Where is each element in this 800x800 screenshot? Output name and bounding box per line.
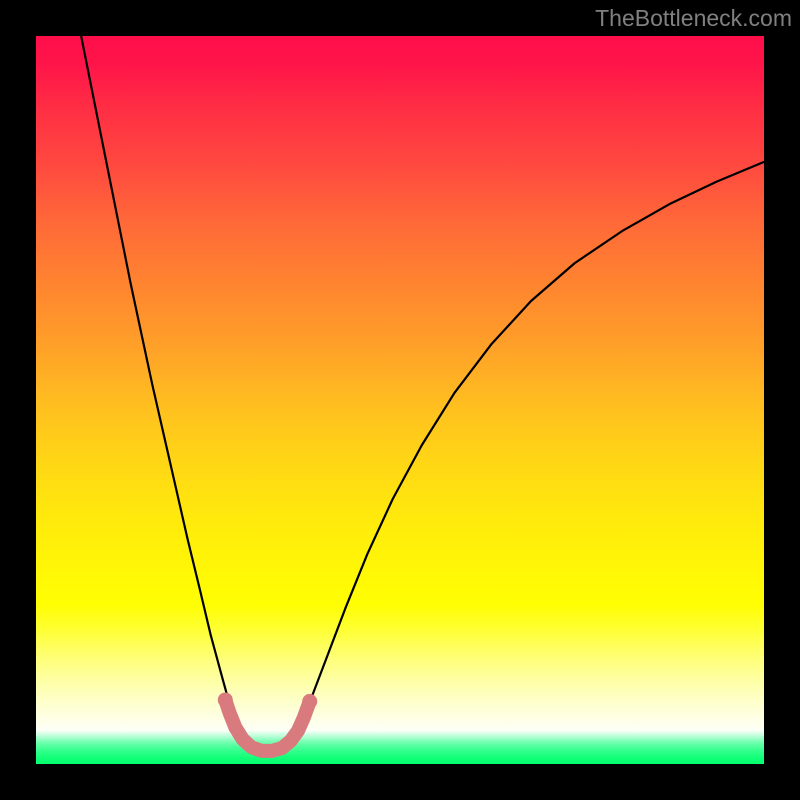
highlight-arc-endpoint-1 [302, 694, 317, 709]
plot-area [36, 36, 764, 764]
highlight-arc-endpoint-0 [218, 692, 233, 707]
watermark-text: TheBottleneck.com [595, 5, 792, 32]
chart-svg [36, 36, 764, 764]
gradient-background [36, 36, 764, 764]
